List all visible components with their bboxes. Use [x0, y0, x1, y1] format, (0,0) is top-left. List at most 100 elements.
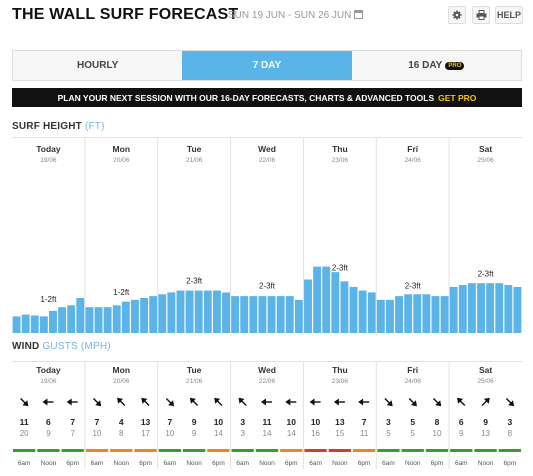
wind-gusts-label: GUSTS	[42, 341, 78, 352]
wind-gust: 11	[360, 429, 369, 438]
surf-bar	[477, 283, 485, 333]
wind-arrow-icon	[309, 398, 321, 406]
page-header: THE WALL SURF FORECAST SUN 19 JUN - SUN …	[12, 6, 523, 26]
day-name: Sat	[479, 144, 492, 154]
wind-time-label: 6pm	[504, 460, 517, 467]
wind-arrow-head	[457, 397, 464, 404]
surf-bar	[313, 266, 322, 333]
wind-speed: 7	[95, 417, 100, 427]
day-name: Fri	[407, 144, 418, 154]
get-pro-link[interactable]: GET PRO	[438, 92, 477, 103]
tab-7-day[interactable]: 7 DAY	[182, 51, 352, 80]
wind-arrow-icon	[214, 397, 223, 407]
wind-gust: 3	[240, 429, 245, 438]
wind-time-label: Noon	[405, 460, 421, 467]
promo-banner[interactable]: PLAN YOUR NEXT SESSION WITH OUR 16-DAY F…	[12, 88, 522, 107]
surf-range-label: 2-3ft	[405, 281, 422, 290]
surf-bar	[49, 310, 57, 333]
surf-bar	[358, 290, 367, 333]
wind-arrow-head	[333, 398, 339, 406]
wind-table: Today 19/06 11 20 6am 6 9 Noon 7 7 6pm Mon 20/06 7 10 6…	[12, 361, 522, 469]
wind-arrow-icon	[505, 397, 515, 407]
surf-bar	[458, 285, 467, 333]
wind-time-label: Noon	[332, 460, 348, 467]
wind-time-label: 6pm	[358, 460, 371, 467]
wind-arrow-head	[42, 398, 48, 406]
day-date: 25/06	[477, 378, 494, 385]
wind-time-label: 6am	[91, 460, 104, 467]
surf-bar	[395, 296, 404, 333]
surf-bar	[249, 296, 258, 333]
day-date: 21/06	[186, 157, 203, 164]
day-date: 19/06	[40, 157, 57, 164]
wind-arrow-icon	[92, 397, 102, 407]
wind-time-label: Noon	[41, 460, 57, 467]
surf-bar	[367, 292, 376, 333]
wind-arrow-icon	[358, 398, 370, 406]
date-range[interactable]: SUN 19 JUN - SUN 26 JUN	[228, 10, 364, 21]
settings-button[interactable]	[448, 6, 466, 24]
day-date: 23/06	[332, 378, 349, 385]
surf-range-label: 2-3ft	[478, 270, 495, 279]
wind-arrow-head	[285, 398, 291, 406]
tab-16-day[interactable]: 16 DAY PRO	[351, 51, 521, 80]
wind-rating-bar	[328, 449, 351, 452]
print-button[interactable]	[472, 6, 490, 24]
day-name: Mon	[113, 365, 130, 375]
wind-rating-bar	[304, 449, 327, 452]
tab-hourly[interactable]: HOURLY	[13, 51, 183, 80]
wind-arrow-icon	[42, 398, 54, 406]
wind-time-label: 6am	[455, 460, 468, 467]
surf-bar	[258, 296, 267, 333]
wind-arrow-icon	[457, 397, 466, 407]
wind-arrow-icon	[333, 398, 345, 406]
surf-bar	[376, 299, 385, 333]
wind-arrow-icon	[20, 397, 29, 407]
wind-arrow-head	[386, 400, 393, 407]
wind-time-label: Noon	[114, 460, 130, 467]
help-button[interactable]: HELP	[495, 6, 523, 24]
surf-bar	[121, 301, 130, 333]
calendar-icon[interactable]	[354, 10, 364, 19]
day-name: Sat	[479, 365, 492, 375]
wind-arrow-icon	[66, 398, 78, 406]
wind-time-label: 6am	[309, 460, 322, 467]
wind-rating-bar	[255, 449, 279, 452]
wind-arrow-head	[483, 397, 490, 404]
wind-rating-bar	[158, 449, 181, 452]
wind-arrow-head	[261, 398, 266, 406]
wind-rating-bar	[134, 449, 157, 452]
wind-gust: 7	[70, 429, 75, 438]
wind-speed: 13	[141, 417, 151, 427]
wind-arrow-head	[508, 400, 515, 407]
wind-time-label: Noon	[259, 460, 275, 467]
wind-arrow-head	[141, 397, 148, 404]
wind-time-label: 6pm	[66, 460, 79, 467]
wind-rating-bar	[85, 449, 109, 452]
printer-icon	[476, 10, 486, 20]
surf-bar	[212, 290, 221, 333]
wind-gust: 16	[311, 429, 320, 438]
day-name: Today	[36, 144, 61, 154]
wind-speed: 3	[386, 417, 391, 427]
surf-bar	[331, 272, 340, 333]
wind-arrow-head	[95, 400, 102, 407]
wind-arrow-head	[168, 400, 175, 407]
day-name: Tue	[187, 144, 202, 154]
day-date: 19/06	[40, 378, 57, 385]
day-name: Today	[36, 365, 61, 375]
wind-gust: 9	[46, 429, 51, 438]
day-date: 23/06	[332, 157, 349, 164]
surf-bar	[467, 283, 476, 333]
surf-bar	[322, 266, 331, 333]
wind-gust: 17	[141, 429, 150, 438]
day-name: Tue	[187, 365, 202, 375]
surf-range-label: 2-3ft	[259, 282, 276, 291]
surf-bar	[39, 316, 48, 333]
wind-speed: 11	[263, 417, 272, 427]
wind-gust: 10	[433, 429, 442, 438]
wind-rating-bar	[61, 449, 84, 452]
surf-bar	[12, 316, 21, 333]
surf-bar	[176, 290, 185, 333]
wind-rating-bar	[37, 449, 60, 452]
